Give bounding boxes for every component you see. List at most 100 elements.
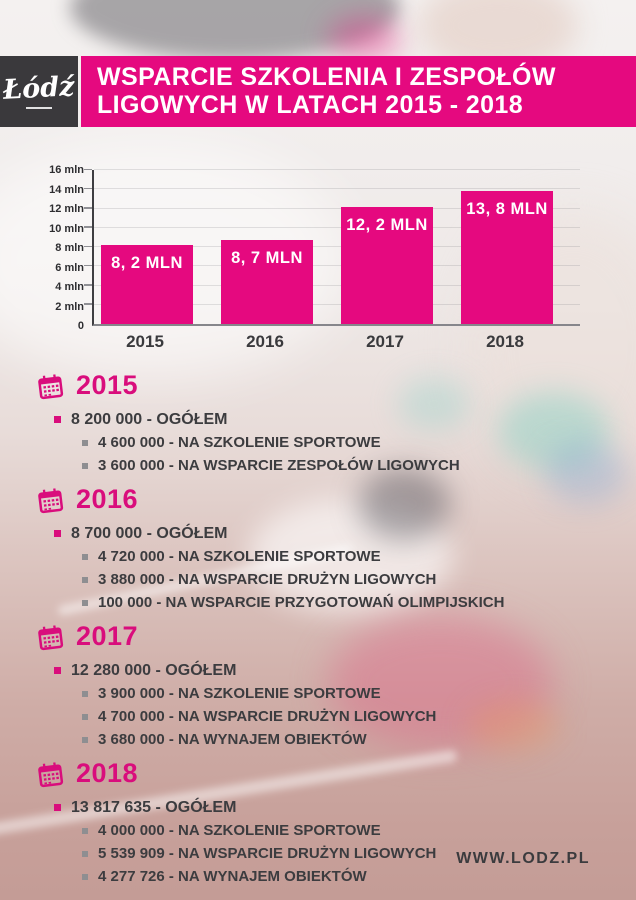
x-axis-label-2017: 2017 (366, 332, 404, 351)
chart-gridline (94, 226, 580, 228)
funding-item: 12 280 000 - OGÓŁEM (38, 659, 603, 682)
funding-item: 13 817 635 - OGÓŁEM (38, 796, 603, 819)
year-heading: 2017 (38, 621, 603, 653)
bar-value-label: 12, 2 MLN (346, 215, 428, 234)
chart-y-tick (84, 264, 92, 267)
funding-item-text: 100 000 - NA WSPARCIE PRZYGOTOWAŃ OLIMPI… (98, 594, 505, 611)
square-bullet-icon (82, 462, 88, 469)
bg-shape-blue-shoe (545, 442, 627, 504)
square-bullet-icon (82, 599, 88, 606)
year-label: 2018 (76, 757, 139, 788)
lodz-logo-subline (26, 106, 52, 109)
funding-item-text: 12 280 000 - OGÓŁEM (71, 661, 237, 679)
chart-y-tick (84, 303, 92, 305)
chart-y-tick-label: 14 mln (49, 183, 84, 196)
square-bullet-icon (54, 667, 61, 674)
year-section-2015: 2015 8 200 000 - OGÓŁEM 4 600 000 - NA SZK… (38, 370, 603, 477)
poster-title-line1: WSPARCIE SZKOLENIA I ZESPOŁÓW (97, 63, 556, 91)
chart-gridline (94, 284, 580, 286)
year-heading: 2015 (38, 370, 603, 402)
funding-item-text: 3 900 000 - NA SZKOLENIE SPORTOWE (98, 685, 381, 702)
year-section-2017: 2017 12 280 000 - OGÓŁEM 3 900 000 - NA SZ… (38, 621, 603, 751)
funding-item: 3 600 000 - NA WSPARCIE ZESPOŁÓW LIGOWYC… (38, 454, 603, 477)
chart-gridline (94, 265, 580, 267)
calendar-icon (37, 372, 65, 400)
funding-item-text: 8 700 000 - OGÓŁEM (71, 524, 228, 542)
bg-shape-teal-shoe (498, 392, 610, 470)
calendar-icon (37, 760, 65, 788)
chart-y-tick-label: 12 mln (49, 203, 84, 215)
funding-item: 5 539 909 - NA WSPARCIE DRUŻYN LIGOWYCH (38, 842, 603, 865)
square-bullet-icon (54, 804, 61, 811)
chart-y-tick-label: 6 mln (55, 261, 84, 274)
chart-y-tick-label: 10 mln (49, 222, 84, 235)
chart-y-tick (84, 187, 92, 190)
chart-y-tick (84, 226, 92, 228)
header-band: Łódź WSPARCIE SZKOLENIA I ZESPOŁÓW LIGOW… (0, 56, 636, 127)
website-url: WWW.LODZ.PL (456, 850, 590, 867)
chart-y-tick-label: 4 mln (55, 281, 84, 293)
funding-item-text: 4 000 000 - NA SZKOLENIE SPORTOWE (98, 822, 381, 839)
funding-item: 3 680 000 - NA WYNAJEM OBIEKTÓW (38, 728, 603, 751)
funding-item-text: 4 720 000 - NA SZKOLENIE SPORTOWE (98, 548, 381, 565)
chart-gridline (94, 169, 580, 170)
chart-x-axis-labels: 2015 2016 2017 2018 (92, 332, 580, 356)
bg-shape-black-sock (358, 468, 450, 540)
square-bullet-icon (82, 827, 88, 834)
funding-item-text: 5 539 909 - NA WSPARCIE DRUŻYN LIGOWYCH (98, 845, 437, 862)
calendar-icon (37, 486, 65, 514)
bar-chart: 16 mln 14 mln 12 mln 10 mln 8 mln 6 mln 4 mln 2… (40, 158, 588, 356)
chart-y-tick (84, 168, 92, 170)
lodz-logo-text: Łódź (2, 70, 76, 106)
square-bullet-icon (82, 690, 88, 697)
bg-shape-pink-shoe (328, 615, 553, 750)
x-axis-label-2015: 2015 (126, 332, 164, 351)
bg-shape-pink-trim (328, 16, 402, 62)
funding-item-text: 8 200 000 - OGÓŁEM (71, 410, 228, 428)
chart-gridline (94, 207, 580, 209)
funding-item-text: 3 680 000 - NA WYNAJEM OBIEKTÓW (98, 731, 367, 748)
square-bullet-icon (82, 736, 88, 743)
funding-item: 8 200 000 - OGÓŁEM (38, 408, 603, 431)
year-heading: 2016 (38, 484, 603, 516)
funding-item-text: 4 700 000 - NA WSPARCIE DRUŻYN LIGOWYCH (98, 708, 437, 725)
lodz-city-logo: Łódź (0, 56, 78, 127)
chart-y-tick-label: 8 mln (55, 242, 84, 254)
funding-item: 100 000 - NA WSPARCIE PRZYGOTOWAŃ OLIMPI… (38, 591, 603, 614)
chart-gridline (94, 246, 580, 247)
funding-item-text: 3 600 000 - NA WSPARCIE ZESPOŁÓW LIGOWYC… (98, 457, 460, 474)
bg-shape-teal-shoe-2 (398, 378, 470, 430)
poster-title-line2: LIGOWYCH W LATACH 2015 - 2018 (97, 91, 524, 119)
bar-2015: 8, 2 MLN (101, 245, 193, 324)
funding-item-text: 13 817 635 - OGÓŁEM (71, 798, 237, 816)
chart-plot: 8, 2 MLN 8, 7 MLN 12, 2 MLN 13, 8 MLN (84, 168, 580, 326)
funding-item: 3 900 000 - NA SZKOLENIE SPORTOWE (38, 682, 603, 705)
funding-item-text: 4 600 000 - NA SZKOLENIE SPORTOWE (98, 434, 381, 451)
bg-shape-white-shoe (248, 498, 453, 613)
bar-2018: 13, 8 MLN (461, 191, 553, 324)
chart-gridline (94, 188, 580, 190)
chart-y-tick (84, 245, 92, 247)
year-heading: 2018 (38, 758, 603, 790)
funding-item: 4 720 000 - NA SZKOLENIE SPORTOWE (38, 545, 603, 568)
chart-y-axis: 16 mln 14 mln 12 mln 10 mln 8 mln 6 mln 4 mln 2… (40, 164, 84, 332)
year-section-2018: 2018 13 817 635 - OGÓŁEM 4 000 000 - NA SZ… (38, 758, 603, 888)
bg-shape-orange-lace (468, 700, 560, 752)
chart-y-tick (84, 207, 92, 209)
funding-item: 3 880 000 - NA WSPARCIE DRUŻYN LIGOWYCH (38, 568, 603, 591)
funding-item: 8 700 000 - OGÓŁEM (38, 522, 603, 545)
x-axis-label-2016: 2016 (246, 332, 284, 351)
year-sections: 2015 8 200 000 - OGÓŁEM 4 600 000 - NA SZK… (38, 370, 603, 895)
bar-value-label: 13, 8 MLN (466, 200, 548, 219)
square-bullet-icon (82, 439, 88, 446)
funding-item: 4 600 000 - NA SZKOLENIE SPORTOWE (38, 431, 603, 454)
chart-y-tick-label: 16 mln (49, 164, 84, 176)
funding-item: 4 277 726 - NA WYNAJEM OBIEKTÓW (38, 865, 603, 888)
calendar-icon (37, 623, 65, 651)
year-section-2016: 2016 8 700 000 - OGÓŁEM 4 720 000 - NA SZK… (38, 484, 603, 614)
bar-value-label: 8, 2 MLN (111, 254, 183, 273)
year-label: 2016 (76, 483, 139, 514)
funding-item: 4 000 000 - NA SZKOLENIE SPORTOWE (38, 819, 603, 842)
chart-gridline (94, 303, 580, 305)
